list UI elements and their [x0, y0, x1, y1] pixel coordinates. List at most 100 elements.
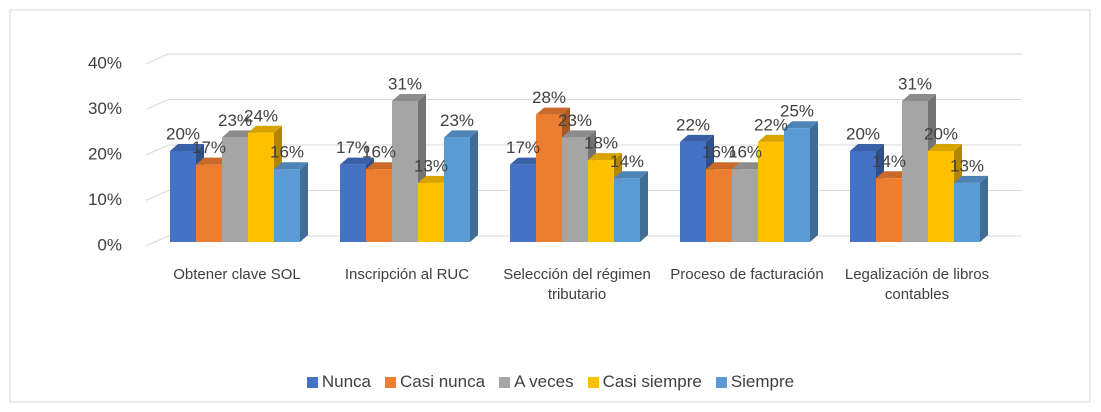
bar-front	[222, 137, 248, 242]
bar-front	[562, 137, 588, 242]
bar-top	[706, 162, 740, 170]
bar-front	[680, 141, 706, 242]
legend-label: Siempre	[730, 372, 795, 391]
grid-line	[145, 144, 1022, 156]
data-label: 17%	[336, 138, 370, 157]
bar	[536, 107, 570, 242]
bar-top	[510, 157, 544, 165]
bar-top	[588, 153, 622, 161]
data-label: 23%	[440, 111, 474, 130]
data-label: 13%	[950, 156, 984, 175]
bar-top	[444, 130, 478, 138]
bar-front	[418, 182, 444, 242]
bar-front	[196, 164, 222, 242]
bar-top	[562, 130, 596, 138]
bar-front	[366, 169, 392, 242]
data-label: 22%	[676, 115, 710, 134]
x-tick-label: Legalización de libros contables	[844, 266, 990, 303]
legend-swatch	[385, 376, 396, 388]
grid-line	[145, 53, 1022, 65]
bar	[614, 171, 648, 242]
bar-top	[902, 93, 936, 101]
legend-swatch	[306, 376, 318, 388]
bar-top	[274, 162, 308, 170]
x-tick-label: Proceso de facturación	[670, 266, 824, 283]
bar-top	[196, 157, 230, 165]
bar-top	[732, 162, 766, 170]
legend-item: Casi siempre	[587, 372, 702, 392]
bar-top	[248, 125, 282, 133]
data-label: 31%	[898, 74, 932, 93]
legend-label: Casi siempre	[602, 372, 702, 391]
y-tick-label: 10%	[88, 190, 122, 209]
legend-label: A veces	[514, 372, 574, 391]
bar-front	[588, 160, 614, 242]
bar	[784, 121, 818, 242]
bar-front	[876, 178, 902, 242]
data-label: 16%	[362, 143, 396, 162]
bar-side	[470, 130, 478, 242]
data-label: 13%	[414, 156, 448, 175]
data-label: 31%	[388, 74, 422, 93]
data-label: 16%	[728, 143, 762, 162]
bar-front	[274, 169, 300, 242]
bar-top	[340, 157, 374, 165]
y-tick-label: 0%	[97, 235, 122, 254]
data-label: 14%	[872, 152, 906, 171]
bar	[444, 130, 478, 242]
legend-label: Casi nunca	[400, 372, 486, 391]
bar-front	[784, 128, 810, 242]
legend-swatch	[715, 376, 727, 388]
data-label: 20%	[846, 124, 880, 143]
legend-item: Nunca	[306, 372, 371, 392]
data-label: 25%	[780, 102, 814, 121]
bar-top	[614, 171, 648, 179]
legend-item: Casi nunca	[385, 372, 485, 392]
bar-side	[640, 171, 648, 242]
data-label: 23%	[218, 111, 252, 130]
bar-side	[980, 175, 988, 242]
legend-label: Nunca	[321, 372, 371, 391]
bar-top	[928, 144, 962, 151]
y-tick-label: 40%	[88, 53, 122, 72]
bar	[274, 162, 308, 242]
bar-front	[850, 151, 876, 242]
data-label: 18%	[584, 134, 618, 153]
bar-top	[876, 171, 910, 179]
data-label: 20%	[166, 124, 200, 143]
data-label: 22%	[754, 115, 788, 134]
bar-top	[954, 175, 988, 183]
bar-side	[300, 162, 308, 242]
legend-item: A veces	[499, 372, 574, 392]
data-label: 17%	[192, 138, 226, 157]
bar-top	[850, 144, 884, 151]
data-label: 16%	[270, 143, 304, 162]
bar-front	[758, 141, 784, 242]
bar-front	[732, 169, 758, 242]
x-tick-label: Obtener clave SOL	[173, 266, 301, 283]
data-label: 24%	[244, 106, 278, 125]
bar-front	[706, 169, 732, 242]
data-label: 23%	[558, 111, 592, 130]
data-label: 17%	[506, 138, 540, 157]
bar-top	[758, 134, 792, 142]
data-label: 14%	[610, 152, 644, 171]
bar-top	[784, 121, 818, 129]
data-label: 20%	[924, 124, 958, 143]
y-tick-label: 20%	[88, 144, 122, 163]
y-tick-label: 30%	[88, 99, 122, 118]
data-label: 16%	[702, 143, 736, 162]
bar-front	[170, 151, 196, 242]
bar-front	[248, 132, 274, 242]
bar-top	[392, 93, 426, 101]
x-tick-label: Inscripción al RUC	[344, 266, 470, 283]
bar-front	[510, 164, 536, 242]
bar-top	[222, 130, 256, 138]
bar-top	[536, 107, 570, 115]
bar-front	[536, 114, 562, 242]
bar-front	[444, 137, 470, 242]
legend-swatch	[499, 376, 511, 388]
bar-front	[340, 164, 366, 242]
bar-front	[902, 100, 928, 242]
